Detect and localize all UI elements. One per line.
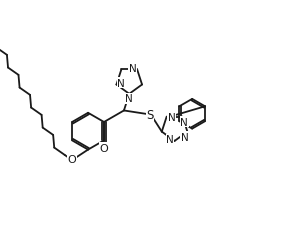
Text: N: N (117, 78, 125, 88)
Text: O: O (67, 155, 76, 164)
Text: N: N (168, 112, 175, 122)
Text: S: S (146, 108, 154, 121)
Text: N: N (181, 132, 188, 142)
Text: N: N (129, 63, 136, 73)
Text: N: N (126, 94, 133, 104)
Text: N: N (180, 117, 188, 127)
Text: N: N (166, 135, 174, 144)
Text: O: O (100, 143, 108, 153)
